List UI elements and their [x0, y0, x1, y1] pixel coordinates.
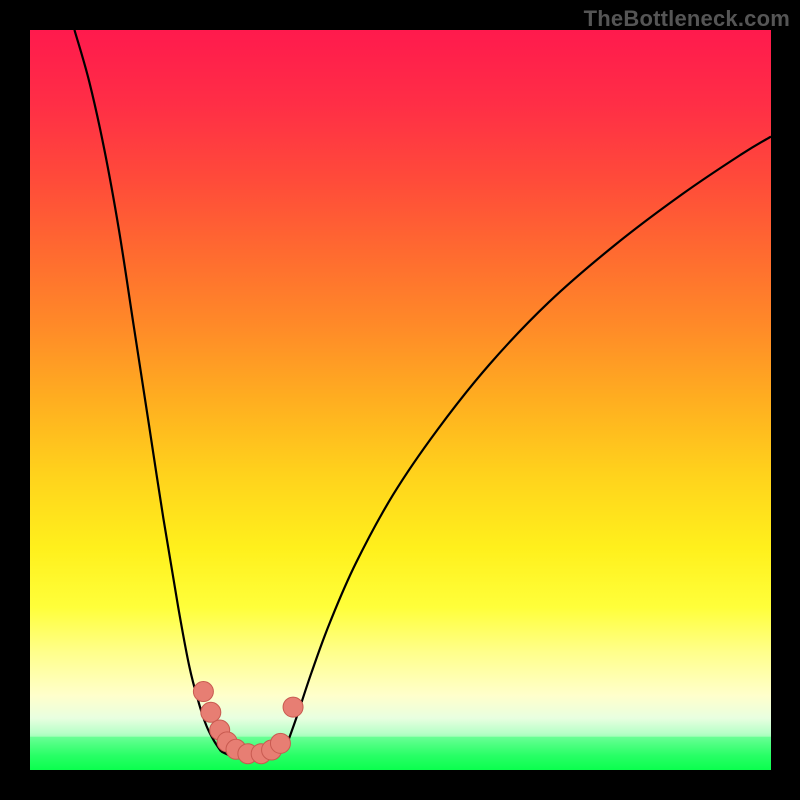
watermark-label: TheBottleneck.com: [584, 6, 790, 32]
plot-area: [30, 30, 771, 770]
chart-svg: [30, 30, 771, 770]
data-marker: [193, 682, 213, 702]
chart-frame: TheBottleneck.com: [0, 0, 800, 800]
data-marker: [201, 702, 221, 722]
data-marker: [270, 733, 290, 753]
data-marker: [283, 697, 303, 717]
